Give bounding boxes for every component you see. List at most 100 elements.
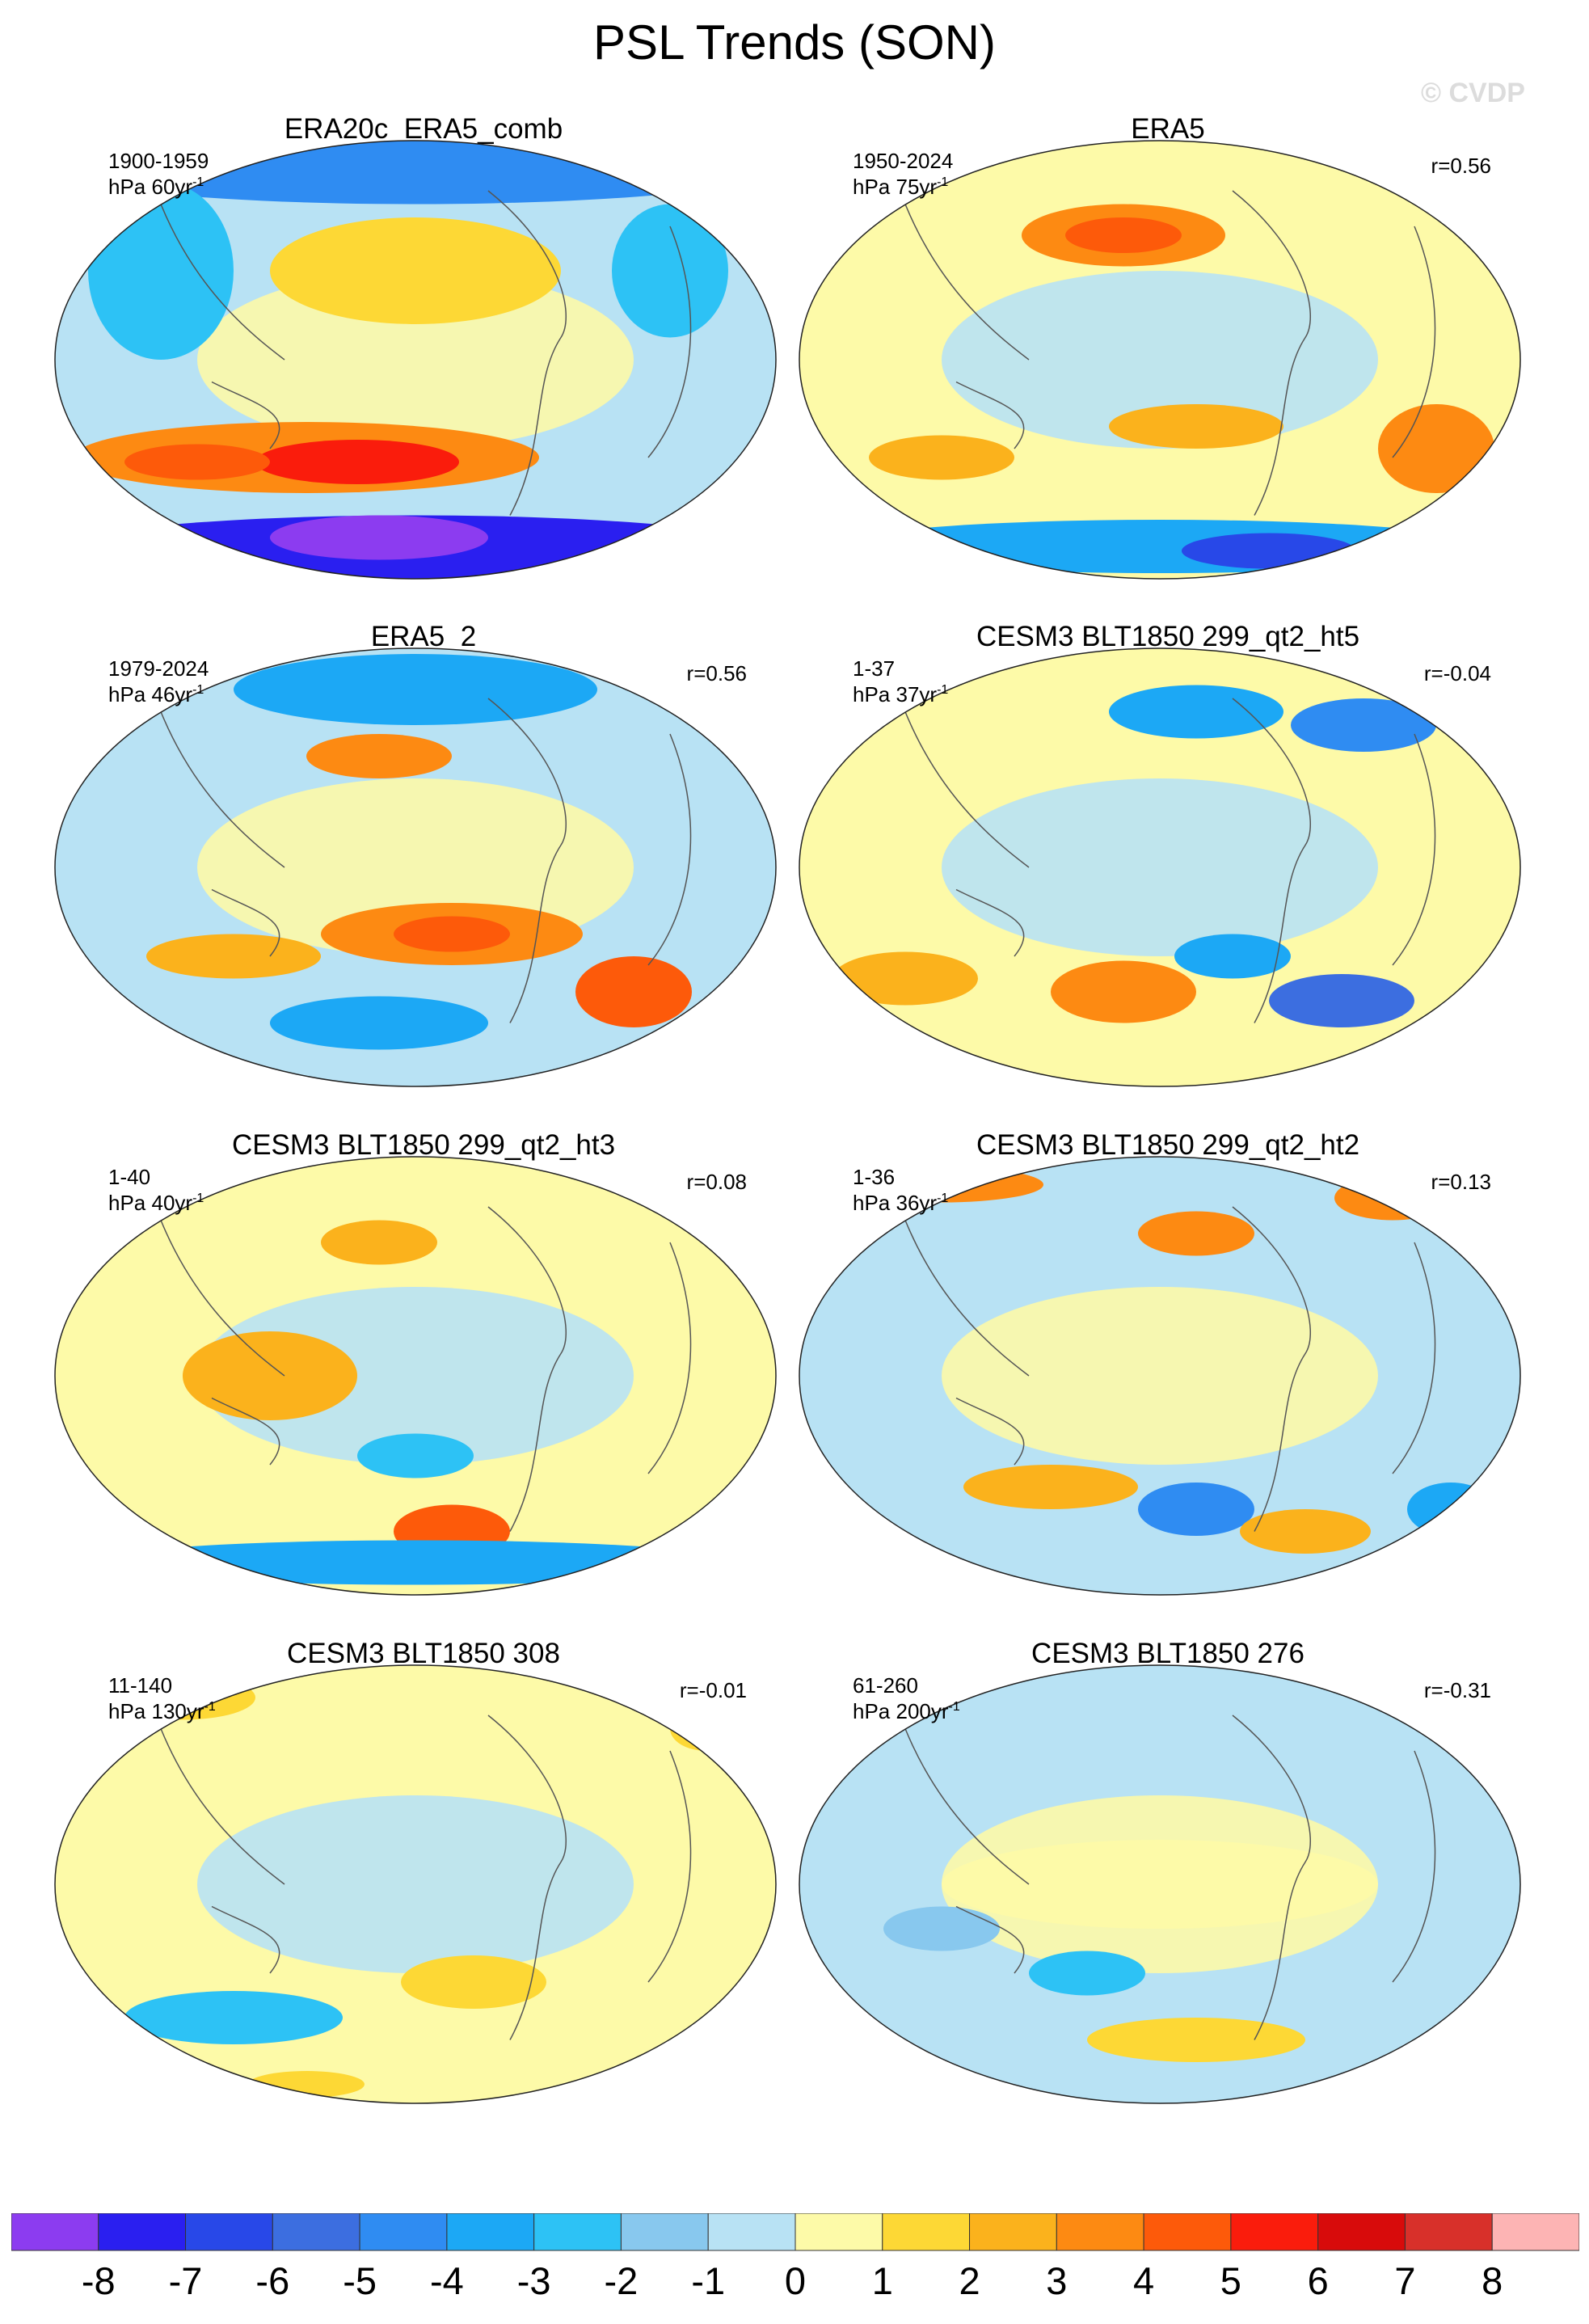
colorbar-swatch — [794, 2213, 883, 2251]
colorbar-swatch — [1404, 2213, 1493, 2251]
panel-units: hPa 200yr-1 — [853, 1699, 960, 1723]
colorbar-tick-label: 6 — [1307, 2259, 1329, 2302]
cvdp-credit: © CVDP — [1421, 78, 1525, 108]
panel-title: CESM3 BLT1850 308 — [287, 1638, 560, 1669]
map-band — [942, 778, 1378, 956]
colorbar-swatch — [185, 2213, 273, 2251]
map-panel: ERA20c_ERA5_comb 1900-1959 hPa 60yr-1 — [52, 113, 795, 598]
colorbar-tick-label: -2 — [604, 2259, 639, 2302]
colorbar-tick-label: 1 — [871, 2259, 893, 2302]
colorbar — [11, 2213, 1579, 2251]
panel-period: 61-260 — [853, 1673, 918, 1698]
panel-correlation: r=0.56 — [1431, 154, 1491, 178]
trend-contour — [1109, 685, 1283, 739]
trend-map — [54, 1664, 777, 2104]
map-border — [54, 1664, 777, 2104]
map-panel: CESM3 BLT1850 299_qt2_ht5 1-37 hPa 37yr-1 r… — [796, 621, 1540, 1106]
trend-contour — [55, 515, 776, 579]
map-panel: CESM3 BLT1850 276 61-260 hPa 200yr-1 r=-0.3… — [796, 1638, 1540, 2123]
trend-contour — [612, 204, 728, 338]
coastline — [904, 1206, 1436, 1532]
map-border — [54, 140, 777, 580]
trend-contour — [88, 1540, 743, 1585]
trend-contour — [832, 520, 1487, 573]
colorbar-tick-label: -3 — [516, 2259, 551, 2302]
trend-contour — [832, 951, 978, 1006]
trend-map — [799, 1664, 1521, 2104]
coastline — [160, 190, 692, 516]
map-border — [799, 1664, 1521, 2104]
colorbar-swatch — [272, 2213, 360, 2251]
panel-correlation: r=-0.31 — [1423, 1678, 1491, 1702]
colorbar-tick-label: 0 — [784, 2259, 807, 2302]
map-band — [197, 1287, 634, 1465]
trend-contour — [321, 1220, 437, 1265]
trend-contour — [1138, 1483, 1254, 1536]
panel-title: CESM3 BLT1850 299_qt2_ht2 — [976, 1129, 1360, 1161]
map-border — [799, 647, 1521, 1087]
panel-correlation: r=-0.01 — [679, 1678, 747, 1702]
trend-contour — [1065, 217, 1182, 253]
trend-contour — [1378, 404, 1494, 493]
colorbar-tick-label: 4 — [1133, 2259, 1155, 2302]
map-border — [799, 140, 1521, 580]
trend-contour — [1269, 974, 1414, 1027]
panel-title: ERA20c_ERA5_comb — [284, 113, 563, 145]
colorbar-swatch — [1056, 2213, 1144, 2251]
colorbar-tick-label: 5 — [1220, 2259, 1241, 2302]
trend-contour — [270, 996, 488, 1050]
trend-map — [54, 140, 777, 580]
colorbar-tick-label: -7 — [168, 2259, 203, 2302]
trend-contour — [394, 916, 510, 952]
map-band — [942, 1287, 1378, 1465]
coastline — [160, 1206, 692, 1532]
map-band — [197, 1795, 634, 1973]
panel-title: CESM3 BLT1850 299_qt2_ht5 — [976, 621, 1360, 652]
panel-period: 1979-2024 — [108, 656, 209, 681]
trend-map — [799, 140, 1521, 580]
trend-map — [54, 647, 777, 1087]
trend-contour — [1174, 934, 1291, 979]
colorbar-swatch — [1230, 2213, 1319, 2251]
colorbar-tick-label: 3 — [1046, 2259, 1068, 2302]
colorbar-tick-label: -1 — [691, 2259, 726, 2302]
colorbar-swatch — [969, 2213, 1057, 2251]
colorbar-swatch — [620, 2213, 709, 2251]
colorbar-swatch — [1317, 2213, 1406, 2251]
colorbar-swatch — [882, 2213, 971, 2251]
map-panel: ERA5 1950-2024 hPa 75yr-1 r=0.56 — [796, 113, 1540, 598]
trend-contour — [1138, 1211, 1254, 1256]
panel-title: ERA5_2 — [370, 621, 477, 652]
panel-period: 1-40 — [108, 1165, 151, 1189]
panel-units: hPa 46yr-1 — [108, 682, 204, 706]
trend-contour — [306, 734, 452, 778]
panel-period: 1-36 — [853, 1165, 896, 1189]
trend-contour — [1051, 960, 1196, 1023]
trend-contour — [883, 1906, 1000, 1951]
map-border — [54, 1156, 777, 1596]
panel-units: hPa 60yr-1 — [108, 175, 204, 199]
trend-contour — [234, 654, 597, 725]
trend-map — [54, 1156, 777, 1596]
panel-period: 1-37 — [853, 656, 896, 681]
panel-title: ERA5 — [1131, 113, 1205, 145]
colorbar-swatch — [1143, 2213, 1232, 2251]
coastline — [904, 1715, 1436, 2040]
colorbar-swatch — [98, 2213, 187, 2251]
trend-contour — [1029, 1951, 1145, 1996]
trend-contour — [401, 1955, 546, 2009]
trend-map — [799, 647, 1521, 1087]
map-panel: CESM3 BLT1850 299_qt2_ht2 1-36 hPa 36yr-1 r… — [796, 1129, 1540, 1614]
trend-contour — [963, 1465, 1138, 1509]
trend-map — [799, 1156, 1521, 1596]
trend-contour — [124, 444, 270, 480]
map-panel: CESM3 BLT1850 308 11-140 hPa 130yr-1 r=-0.0… — [52, 1638, 795, 2123]
panel-period: 11-140 — [108, 1673, 173, 1698]
figure-title: PSL Trends (SON) — [593, 15, 996, 70]
panel-units: hPa 37yr-1 — [853, 682, 949, 706]
trend-contour — [270, 217, 561, 324]
trend-contour — [270, 515, 488, 560]
trend-contour — [146, 934, 321, 979]
colorbar-tick-label: -6 — [255, 2259, 290, 2302]
trend-contour — [88, 182, 234, 360]
